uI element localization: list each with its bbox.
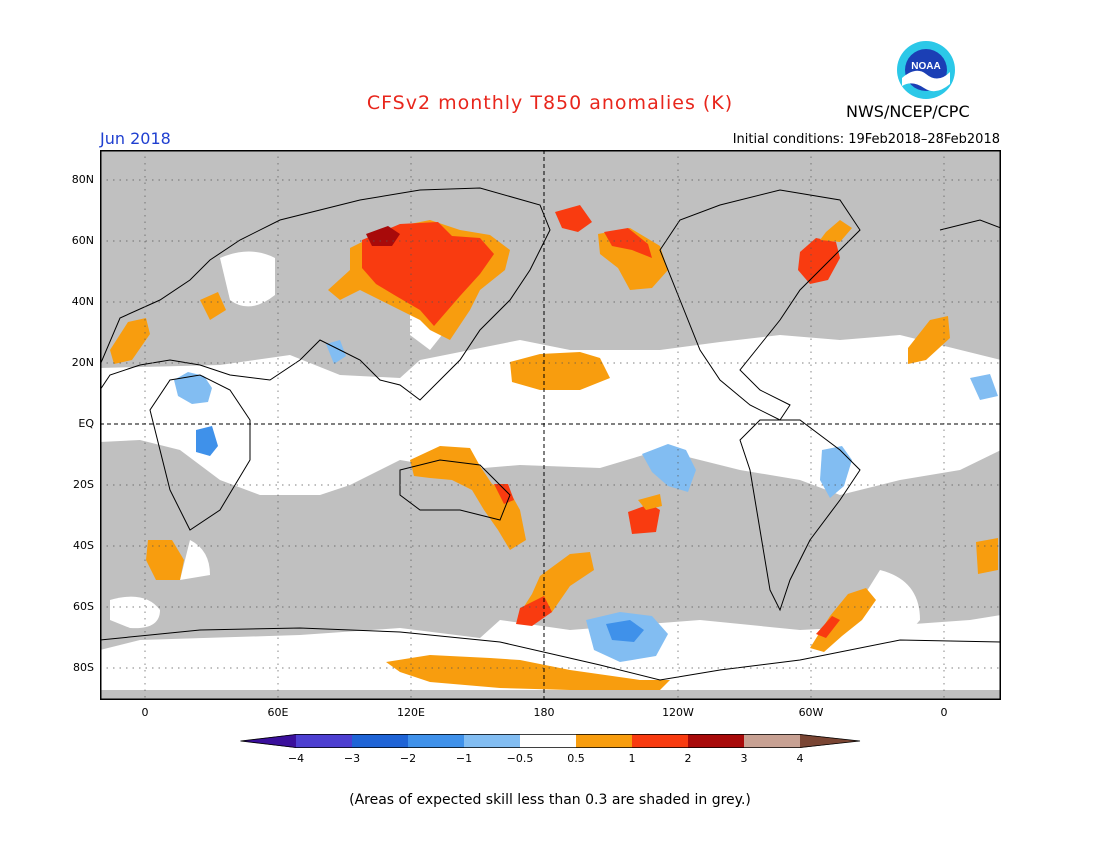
colorbar-bin-gt-4 (800, 734, 860, 748)
lat-tick-40s: 40S (73, 539, 94, 552)
colorbar-bin-minus4-minus3 (296, 734, 352, 748)
colorbar-bin-2-3 (688, 734, 744, 748)
lat-tick-80n: 80N (71, 173, 94, 186)
lon-tick-60w: 60W (798, 706, 824, 719)
lat-tick-80s: 80S (73, 661, 94, 674)
lat-lon-grid (100, 150, 1001, 700)
lat-tick-40n: 40N (71, 295, 94, 308)
white-areas (100, 251, 1001, 690)
colorbar-bin-1-2 (632, 734, 688, 748)
initial-conditions: Initial conditions: 19Feb2018–28Feb2018 (732, 132, 1000, 147)
lat-tick-60s: 60S (73, 600, 94, 613)
colorbar-tick: 4 (796, 752, 804, 765)
lat-tick-eq: EQ (78, 417, 94, 430)
colorbar-tick: 2 (684, 752, 692, 765)
agency-label: NWS/NCEP/CPC (846, 102, 970, 121)
lon-tick-0-west: 0 (141, 706, 149, 719)
colorbar-tick: −3 (343, 752, 361, 765)
noaa-logo: NOAA (896, 40, 956, 100)
colorbar-tick: −0.5 (506, 752, 534, 765)
colorbar (240, 734, 861, 748)
colorbar-tick: 0.5 (567, 752, 585, 765)
colorbar-bin-minus3-minus2 (352, 734, 408, 748)
logo-text: NOAA (911, 61, 940, 72)
colorbar-bin-neutral (520, 734, 576, 748)
colorbar-tick: −4 (287, 752, 305, 765)
colorbar-tick: 3 (740, 752, 748, 765)
colorbar-tick: 1 (628, 752, 636, 765)
colorbar-tick: −1 (455, 752, 473, 765)
lon-tick-60e: 60E (267, 706, 289, 719)
anomaly-map (100, 150, 1001, 700)
colorbar-bin-3-4 (744, 734, 800, 748)
lat-tick-60n: 60N (71, 234, 94, 247)
colorbar-bin-lt-minus4 (240, 734, 296, 748)
colorbar-outline (240, 734, 861, 748)
lon-tick-120e: 120E (397, 706, 425, 719)
map-frame (100, 150, 1001, 700)
lon-tick-0-east: 0 (940, 706, 948, 719)
colorbar-bin-minus2-minus1 (408, 734, 464, 748)
valid-month: Jun 2018 (100, 129, 171, 148)
colorbar-tick: −2 (399, 752, 417, 765)
positive-anomalies (110, 205, 998, 690)
lat-tick-20n: 20N (71, 356, 94, 369)
colorbar-bin-05-1 (576, 734, 632, 748)
lat-tick-20s: 20S (73, 478, 94, 491)
skill-footnote: (Areas of expected skill less than 0.3 a… (349, 792, 751, 808)
lon-tick-180: 180 (533, 706, 555, 719)
lon-tick-120w: 120W (662, 706, 694, 719)
chart-title: CFSv2 monthly T850 anomalies (K) (366, 92, 734, 114)
colorbar-bin-minus1-minus05 (464, 734, 520, 748)
coastlines (100, 187, 1001, 681)
